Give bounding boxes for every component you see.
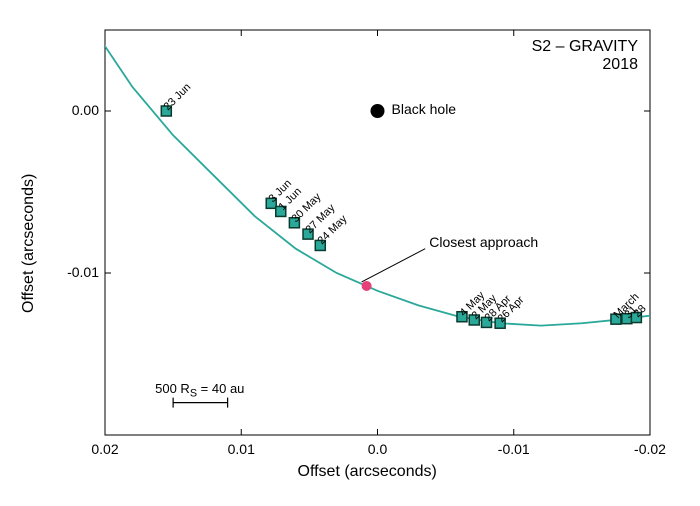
scale-bar-label: 500 RS = 40 au — [155, 381, 244, 400]
closest-approach-label: Closest approach — [429, 234, 538, 250]
chart-svg — [0, 0, 700, 506]
xtick-label: 0.01 — [221, 441, 261, 457]
y-axis-label: Offset (arcseconds) — [20, 173, 38, 312]
black-hole-label: Black hole — [392, 101, 457, 117]
chart-title: S2 – GRAVITY2018 — [532, 38, 638, 74]
ytick-label: 0.00 — [55, 102, 99, 118]
xtick-label: 0.0 — [358, 441, 398, 457]
black-hole-marker — [371, 104, 385, 118]
closest-approach-marker — [362, 281, 372, 291]
x-axis-label: Offset (arcseconds) — [298, 463, 437, 481]
xtick-label: -0.01 — [494, 441, 534, 457]
xtick-label: -0.02 — [630, 441, 670, 457]
xtick-label: 0.02 — [85, 441, 125, 457]
ytick-label: -0.01 — [55, 264, 99, 280]
